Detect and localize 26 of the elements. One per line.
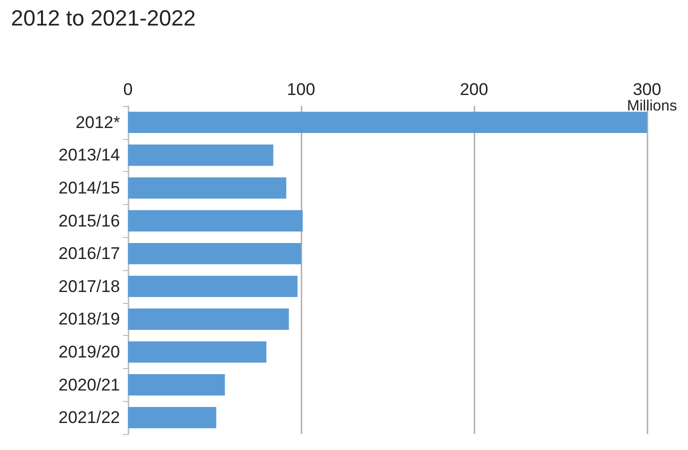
x-tick-label: 300: [632, 80, 662, 99]
chart-title: 2012 to 2021-2022: [11, 6, 196, 30]
y-tick-label: 2019/20: [58, 342, 120, 362]
bar: [128, 242, 301, 264]
bar: [128, 177, 286, 199]
bar: [128, 112, 647, 134]
bar: [128, 308, 289, 330]
y-tick-label: 2017/18: [58, 276, 120, 296]
y-tick-label: 2015/16: [58, 211, 120, 230]
x-tick-label: 200: [460, 80, 488, 99]
bar: [128, 210, 303, 232]
y-tick-label: 2014/15: [58, 178, 120, 198]
x-tick-label: 100: [286, 80, 316, 99]
bar: [128, 276, 298, 298]
x-tick-label: 0: [123, 80, 133, 99]
y-tick-label: 2021/22: [58, 408, 120, 428]
y-tick-label: 2013/14: [58, 146, 120, 165]
bar: [128, 406, 216, 428]
y-tick-label: 2020/21: [58, 375, 120, 394]
bar: [128, 374, 225, 396]
y-tick-label: 2016/17: [58, 244, 120, 264]
bar: [128, 341, 266, 363]
x-axis-title: Millions: [626, 98, 677, 114]
bar: [128, 144, 274, 166]
y-tick-label: 2012*: [76, 112, 120, 132]
y-tick-label: 2018/19: [58, 310, 120, 329]
